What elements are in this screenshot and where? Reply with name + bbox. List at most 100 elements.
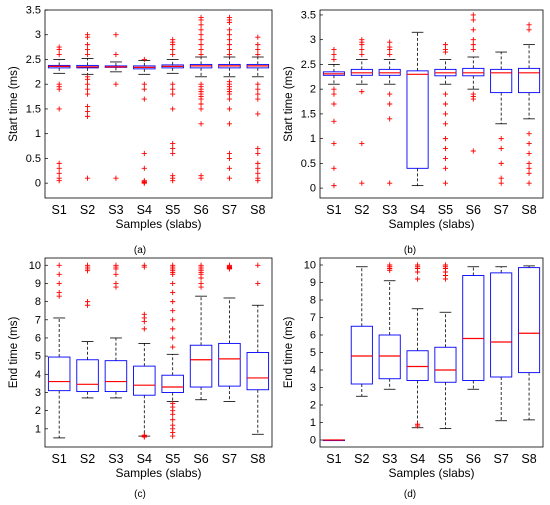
x-tick-label: S4 — [410, 203, 425, 217]
y-tick-label: 10 — [304, 260, 316, 272]
iqr-box — [246, 352, 270, 391]
box-S6 — [189, 14, 213, 181]
outlier-marker — [170, 433, 176, 439]
outlier-marker — [442, 91, 449, 97]
outlier-marker — [170, 145, 176, 152]
box-S7 — [490, 266, 513, 422]
outlier-marker — [255, 42, 261, 48]
y-tick-label: 2 — [35, 405, 41, 417]
y-tick-label: 7 — [310, 312, 316, 324]
outlier-marker — [331, 51, 337, 58]
outlier-marker — [526, 180, 532, 186]
box-S3 — [104, 32, 128, 181]
y-tick-label: 4 — [35, 369, 41, 381]
outlier-marker — [141, 86, 147, 92]
outlier-marker — [141, 96, 147, 102]
outlier-marker — [113, 284, 119, 290]
outlier-marker — [387, 180, 393, 186]
outlier-marker — [226, 106, 233, 112]
box-S8 — [246, 262, 270, 435]
outlier-marker — [198, 106, 204, 112]
outlier-marker — [331, 140, 337, 147]
outlier-marker — [170, 344, 176, 350]
outlier-marker — [255, 280, 261, 287]
outlier-marker — [526, 22, 532, 28]
box-S6 — [462, 12, 485, 154]
x-tick-label: S3 — [382, 203, 397, 217]
panel-d: 0 1 2 3 4 5 6 7 8 9 10 S1 S2 S3 S4 S5 S6 S7 S8 Samples (sla… — [283, 257, 544, 480]
outlier-marker — [226, 96, 233, 102]
outlier-marker — [255, 46, 261, 53]
outlier-marker — [331, 86, 337, 92]
outlier-marker — [198, 42, 204, 48]
iqr-box — [104, 360, 128, 393]
box-S8 — [518, 22, 541, 186]
outlier-marker — [113, 81, 119, 87]
y-tick-label: 0 — [35, 178, 41, 190]
outlier-marker — [56, 178, 62, 184]
outlier-marker — [170, 46, 176, 53]
x-axis-label: Samples (slabs) — [115, 466, 201, 480]
box-S5 — [161, 262, 184, 439]
panel-label-b: (b) — [404, 245, 416, 256]
y-axis-label: Start time (ms) — [283, 66, 295, 142]
outlier-marker — [255, 51, 261, 58]
y-tick-label: 3 — [310, 34, 316, 46]
iqr-box — [76, 359, 99, 393]
y-tick-label: 3 — [35, 387, 41, 399]
x-tick-label: S2 — [80, 203, 95, 217]
x-tick-label: S5 — [165, 452, 180, 466]
y-tick-label: 3 — [310, 382, 316, 394]
outlier-marker — [84, 91, 91, 97]
outlier-marker — [84, 42, 91, 48]
outlier-marker — [141, 264, 147, 270]
outlier-marker — [359, 140, 365, 147]
outlier-marker — [470, 96, 476, 102]
outlier-marker — [170, 271, 176, 277]
outlier-marker — [414, 269, 421, 275]
outlier-marker — [226, 37, 233, 43]
outlier-marker — [170, 106, 176, 112]
outlier-marker — [141, 56, 147, 63]
box-S5 — [161, 37, 184, 184]
outlier-marker — [56, 51, 62, 58]
outlier-marker — [359, 180, 365, 186]
iqr-box — [462, 67, 485, 77]
outlier-marker — [331, 118, 337, 124]
outlier-marker — [331, 165, 337, 171]
outlier-marker — [84, 175, 91, 181]
iqr-box — [434, 346, 457, 383]
outlier-marker — [498, 160, 504, 166]
outlier-marker — [84, 108, 91, 115]
y-axis-label: End time (ms) — [8, 317, 20, 389]
outlier-marker — [226, 155, 233, 162]
outlier-marker — [198, 101, 204, 107]
outlier-marker — [113, 266, 119, 272]
box-S4 — [133, 56, 156, 186]
outlier-marker — [470, 42, 476, 48]
box-S1 — [322, 46, 345, 189]
outlier-marker — [141, 319, 147, 325]
outlier-marker — [170, 326, 176, 332]
outlier-marker — [255, 262, 261, 268]
panel-a: 0 0.5 1 1.5 2 2.5 3 3.5 S1 S2 S3 S4 S5 S6 S7 S8 Samples … — [8, 5, 273, 231]
x-tick-label: S6 — [466, 452, 481, 466]
outlier-marker — [170, 150, 176, 157]
outlier-marker — [198, 121, 204, 127]
outlier-marker — [170, 178, 176, 184]
outlier-marker — [56, 106, 62, 112]
outlier-marker — [198, 284, 204, 290]
y-axis-label: End time (ms) — [283, 317, 295, 389]
y-tick-label: 1 — [310, 133, 316, 145]
outlier-marker — [226, 266, 233, 272]
outlier-marker — [442, 101, 449, 107]
box-S2 — [350, 266, 373, 397]
outlier-marker — [470, 148, 476, 154]
iqr-box — [518, 267, 541, 374]
box-S3 — [104, 262, 128, 399]
y-tick-label: 5 — [310, 347, 316, 359]
outlier-marker — [387, 51, 393, 58]
outlier-marker — [56, 160, 62, 166]
x-tick-label: S8 — [250, 203, 265, 217]
x-tick-label: S8 — [521, 452, 536, 466]
